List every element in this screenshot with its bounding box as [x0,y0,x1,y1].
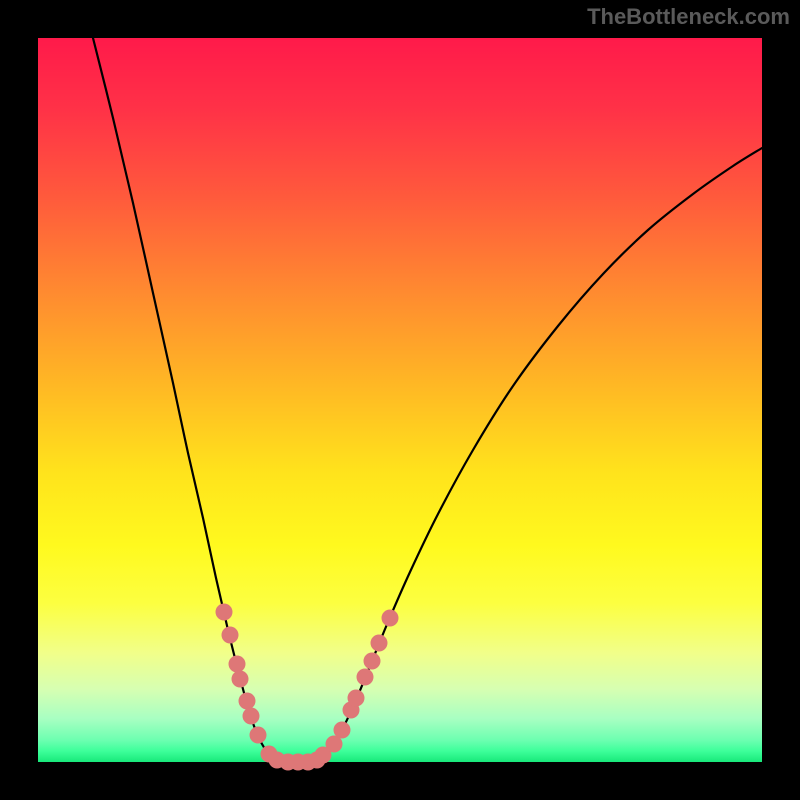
marker-point [243,708,260,725]
marker-point [216,604,233,621]
figure-container: TheBottleneck.com [0,0,800,800]
curve-layer [38,38,762,762]
marker-point [232,671,249,688]
v-curve-path [93,38,762,762]
marker-point [239,693,256,710]
marker-point [382,610,399,627]
marker-point [222,627,239,644]
marker-point [357,669,374,686]
marker-point [364,653,381,670]
marker-point [229,656,246,673]
marker-point [250,727,267,744]
marker-point [334,722,351,739]
plot-area [38,38,762,762]
watermark-text: TheBottleneck.com [587,4,790,30]
marker-point [371,635,388,652]
marker-point [348,690,365,707]
